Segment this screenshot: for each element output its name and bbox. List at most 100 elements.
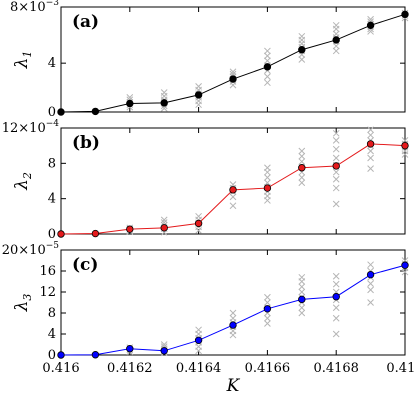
sample-cross (126, 93, 134, 101)
sample-cross (229, 314, 237, 322)
sample-cross (264, 174, 271, 181)
sample-cross (160, 341, 168, 348)
mean-point (298, 164, 306, 172)
x-tick-label: 0.4164 (176, 361, 222, 376)
sample-cross (332, 42, 340, 50)
sample-cross (160, 89, 168, 96)
x-axis-label: K (226, 376, 241, 396)
y-tick-label: 16 (39, 264, 56, 279)
sample-cross (160, 219, 168, 226)
mean-point (263, 63, 272, 71)
sample-cross (401, 137, 409, 144)
mean-line (60, 264, 406, 356)
mean-point (229, 321, 237, 329)
sample-cross (367, 15, 374, 23)
sample-cross (332, 330, 340, 338)
plot-frame (60, 6, 406, 113)
mean-point (57, 108, 65, 116)
sample-cross (332, 304, 340, 312)
mean-point (194, 91, 203, 99)
panel-b: 0 4 8 12×10−4 λ2 (b) (2, 119, 409, 242)
y-tick-label: 0 (48, 348, 56, 363)
sample-cross (264, 299, 271, 306)
sample-cross (332, 168, 340, 176)
sample-cross (332, 175, 340, 183)
x-tick-label: 0.4162 (107, 361, 153, 376)
mean-point (366, 270, 375, 279)
y-axis-label: λ1 (12, 51, 34, 70)
sample-cross (298, 283, 306, 291)
y-tick-label: 8 (48, 306, 56, 321)
panel-tag: (c) (72, 255, 98, 275)
sample-cross (367, 286, 374, 294)
sample-cross (332, 280, 340, 288)
sample-cross (367, 299, 374, 306)
sample-cross (264, 164, 271, 172)
y-axis-label: λ2 (12, 172, 34, 191)
sample-cross (229, 68, 237, 76)
sample-cross (332, 137, 340, 144)
sample-cross (195, 326, 202, 334)
mean-point (229, 186, 237, 194)
panel-tag: (b) (72, 133, 100, 153)
sample-cross (332, 30, 340, 38)
sample-cross (298, 152, 306, 160)
mean-point (57, 230, 65, 238)
sample-cross (264, 57, 271, 65)
sample-cross (229, 181, 237, 188)
sample-cross (298, 32, 306, 40)
sample-cross (332, 47, 340, 55)
sample-cross (229, 193, 237, 201)
sample-cross (298, 288, 306, 296)
x-tick-label: 0.417 (386, 361, 416, 376)
mean-point (366, 140, 375, 148)
sample-cross (332, 129, 340, 137)
sample-cross (332, 145, 340, 153)
mean-point (126, 345, 134, 353)
sample-cross (195, 212, 202, 220)
y-tick-label: 4 (48, 327, 56, 342)
sample-cross (298, 309, 306, 317)
mean-point (194, 219, 203, 228)
y-axis-label: λ3 (12, 294, 34, 313)
mean-point (194, 336, 203, 344)
mean-point (160, 347, 168, 355)
panel-a: 0 4 8×10−3 λ1 (a) (10, 0, 409, 120)
panel-c: 0 4 8 12 16 20×10−5 λ3 (c) (2, 241, 409, 363)
mean-point (263, 184, 272, 192)
sample-cross (298, 158, 306, 165)
x-tick-label: 0.416 (42, 361, 79, 376)
sample-cross (229, 309, 237, 317)
sample-cross (367, 165, 374, 172)
y-tick-label: 4 (48, 192, 56, 207)
sample-cross (332, 272, 340, 280)
sample-cross (160, 216, 168, 224)
sample-cross (298, 179, 306, 187)
sample-cross (264, 73, 271, 80)
sample-cross (367, 28, 374, 35)
sample-cross (332, 154, 340, 162)
mean-point (160, 224, 168, 232)
panel-tag: (a) (72, 12, 99, 32)
y-scale-label: 20×10−5 (2, 241, 60, 258)
mean-point (126, 225, 134, 233)
sample-cross (367, 147, 374, 155)
sample-cross (264, 79, 271, 87)
sample-cross (332, 200, 340, 208)
mean-line (60, 13, 406, 113)
x-tick-label: 0.4166 (245, 361, 291, 376)
sample-cross (298, 56, 306, 63)
sample-cross (367, 280, 374, 287)
mean-point (91, 351, 100, 359)
mean-point (332, 293, 340, 301)
y-tick-label: 4 (48, 56, 56, 71)
mean-point (332, 36, 340, 44)
sample-cross (332, 314, 340, 322)
shared-x-axis: 0.416 0.4162 0.4164 0.4166 0.4168 0.417 K (42, 361, 416, 396)
mean-point (263, 305, 272, 313)
sample-cross (298, 147, 306, 155)
mean-point (298, 295, 306, 304)
sample-cross (264, 47, 271, 55)
sample-cross (298, 304, 306, 312)
